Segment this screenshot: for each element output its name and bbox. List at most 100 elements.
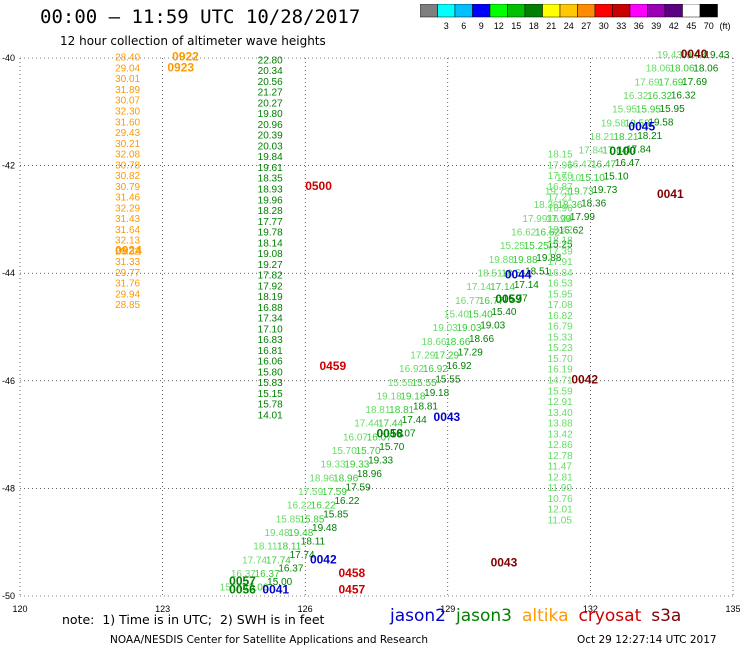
track-reading: 16.62 xyxy=(559,226,584,237)
wave-height-label: 31.64 xyxy=(115,225,140,236)
wave-height-label: 12.78 xyxy=(548,451,573,462)
x-tick-label: 120 xyxy=(12,604,27,614)
y-tick-label: -40 xyxy=(2,53,15,63)
satellite-legend: jason2 jason3 altika cryosat s3a xyxy=(390,606,691,626)
wave-height-label: 18.19 xyxy=(258,292,283,303)
track-reading: 19.18 xyxy=(400,391,425,402)
track-reading: 19.43 xyxy=(704,50,729,61)
scale-label: 3 xyxy=(444,21,449,31)
track-reading: 17.99 xyxy=(546,214,571,225)
time-label: 0923 xyxy=(167,60,194,74)
wave-height-label: 15.78 xyxy=(258,400,283,411)
track-reading: 16.32 xyxy=(647,91,672,102)
track-reading: 17.99 xyxy=(570,212,595,223)
track-reading: 18.06 xyxy=(670,64,695,75)
track-reading: 17.14 xyxy=(466,282,491,293)
track-reading: 19.48 xyxy=(288,528,313,539)
track-reading: 17.44 xyxy=(354,419,379,430)
track-reading: 18.81 xyxy=(389,405,414,416)
track-reading: 18.96 xyxy=(357,469,382,480)
wave-height-label: 32.08 xyxy=(115,150,140,161)
wave-height-label: 19.78 xyxy=(258,228,283,239)
track-reading: 19.48 xyxy=(264,528,289,539)
track-reading: 17.14 xyxy=(514,280,539,291)
wave-height-label: 15.95 xyxy=(548,289,573,300)
wave-height-label: 29.32 xyxy=(115,246,140,257)
color-scale-legend: 3 6 9 12 15 18 21 24 27 30 33 36 39 42 45 70 (ft) xyxy=(420,4,731,31)
wave-height-label: 31.33 xyxy=(115,257,140,268)
wave-height-label: 15.83 xyxy=(258,378,283,389)
track-reading: 15.55 xyxy=(435,374,460,385)
track-reading: 18.11 xyxy=(301,537,326,548)
track-reading: 17.29 xyxy=(410,350,435,361)
wave-height-label: 30.21 xyxy=(115,139,140,150)
track-reading: 15.70 xyxy=(356,446,381,457)
time-label: 0042 xyxy=(571,372,598,386)
track-reading: 15.95 xyxy=(660,104,685,115)
scale-label: 70 xyxy=(704,21,714,31)
wave-height-label: 16.83 xyxy=(258,335,283,346)
scale-label: 45 xyxy=(686,21,696,31)
track-reading: 15.55 xyxy=(388,378,413,389)
satellite-legend-s3a: s3a xyxy=(651,606,682,626)
time-label: 0041 xyxy=(657,187,684,201)
track-reading: 17.84 xyxy=(578,146,603,157)
scale-label: 24 xyxy=(564,21,574,31)
track-reading: 19.18 xyxy=(424,388,449,399)
track-reading: 16.37 xyxy=(278,564,303,575)
wave-height-label: 17.77 xyxy=(258,217,283,228)
satellite-legend-altika: altika xyxy=(522,606,569,626)
wave-height-label: 16.81 xyxy=(258,346,283,357)
wave-height-label: 22.80 xyxy=(258,55,283,66)
wave-height-label: 15.33 xyxy=(548,332,573,343)
track-reading: 15.00 xyxy=(267,577,292,588)
wave-height-label: 29.94 xyxy=(115,289,140,300)
track-reading: 17.69 xyxy=(635,77,660,88)
track-reading: 19.03 xyxy=(480,320,505,331)
track-reading: 19.33 xyxy=(321,460,346,471)
track-reading: 18.66 xyxy=(445,337,470,348)
track-reading: 17.14 xyxy=(490,282,515,293)
wave-height-label: 31.46 xyxy=(115,193,140,204)
wave-height-label: 13.88 xyxy=(548,419,573,430)
wave-height-label: 16.19 xyxy=(548,365,573,376)
track-reading: 15.25 xyxy=(524,241,549,252)
track-reading: 16.92 xyxy=(399,364,424,375)
wave-height-label: 28.40 xyxy=(115,53,140,64)
wave-height-label: 16.06 xyxy=(258,357,283,368)
wave-height-label: 17.96 xyxy=(548,160,573,171)
satellite-legend-cryosat: cryosat xyxy=(578,606,642,626)
y-tick-label: -44 xyxy=(2,268,15,278)
track-reading: 18.51 xyxy=(501,269,526,280)
time-label: 0044 xyxy=(505,268,532,282)
wave-height-label: 12.91 xyxy=(548,397,573,408)
track-reading: 16.32 xyxy=(623,91,648,102)
wave-height-label: 15.70 xyxy=(548,354,573,365)
wave-height-label: 17.91 xyxy=(548,257,573,268)
wave-height-label: 18.15 xyxy=(548,150,573,161)
track-reading: 15.70 xyxy=(332,446,357,457)
track-reading: 15.25 xyxy=(547,239,572,250)
wave-height-label: 30.07 xyxy=(115,96,140,107)
track-reading: 16.62 xyxy=(511,228,536,239)
wave-height-label: 20.56 xyxy=(258,77,283,88)
x-tick-label: 129 xyxy=(440,604,455,614)
track-reading: 19.88 xyxy=(536,253,561,264)
wave-height-label: 21.27 xyxy=(258,88,283,99)
scale-label: 15 xyxy=(511,21,521,31)
time-label: 0500 xyxy=(305,179,332,193)
time-label: 0045 xyxy=(628,120,655,134)
wave-height-label: 19.27 xyxy=(258,260,283,271)
wave-height-label: 20.27 xyxy=(258,98,283,109)
wave-height-label: 19.61 xyxy=(258,163,283,174)
wave-height-label: 20.39 xyxy=(258,131,283,142)
time-label: 0042 xyxy=(310,553,337,567)
time-label: 0043 xyxy=(491,555,518,569)
scale-swatch xyxy=(699,4,718,18)
track-reading: 17.69 xyxy=(682,77,707,88)
wave-height-label: 15.15 xyxy=(258,389,283,400)
y-tick-label: -42 xyxy=(2,161,15,171)
wave-height-label: 18.28 xyxy=(258,206,283,217)
track-reading: 16.47 xyxy=(615,158,640,169)
